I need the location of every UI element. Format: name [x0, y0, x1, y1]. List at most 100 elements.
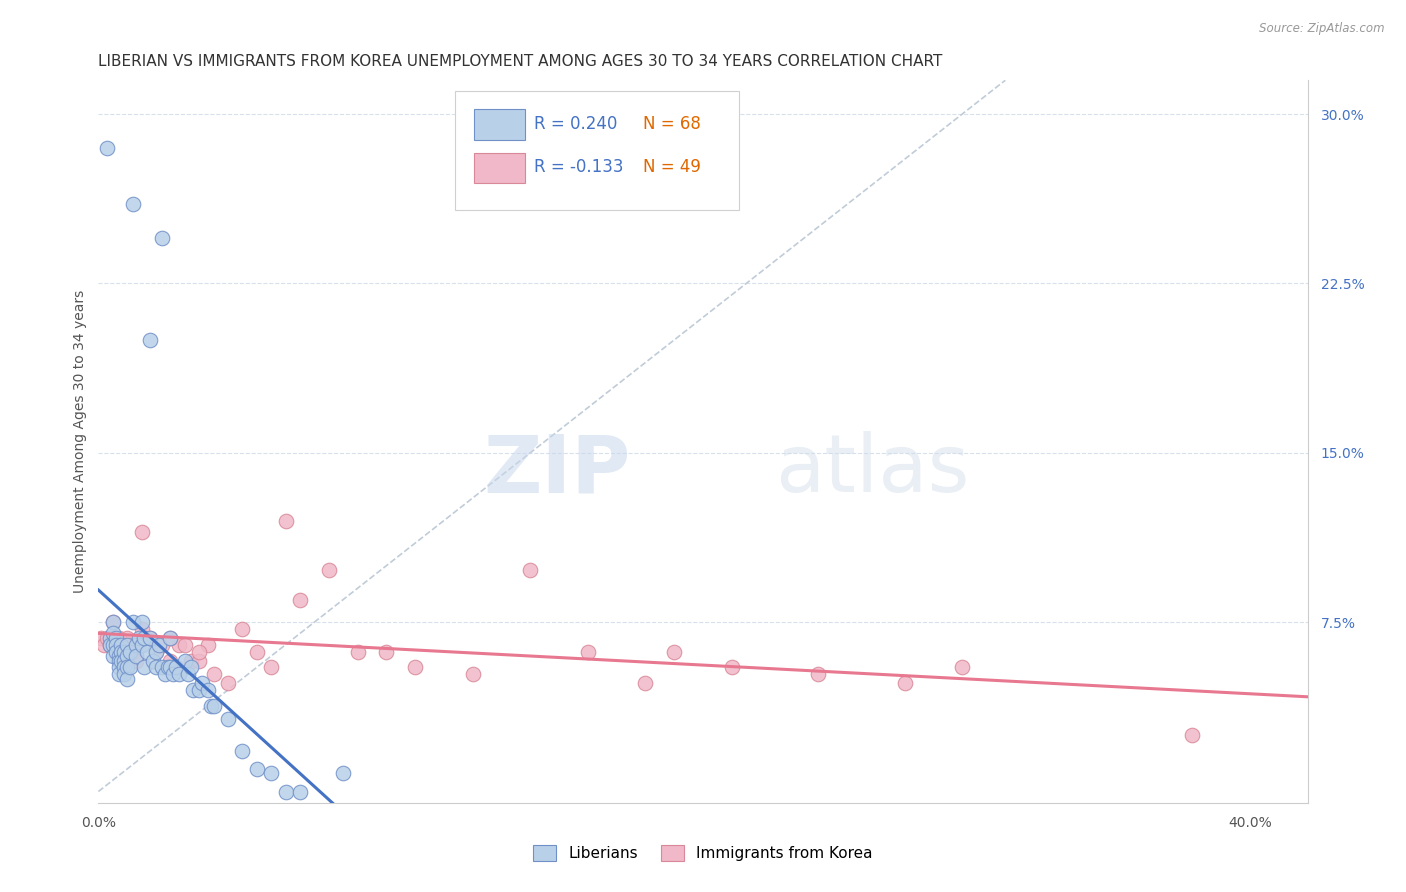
Point — [332, 766, 354, 780]
Text: R = 0.240: R = 0.240 — [534, 115, 617, 133]
Point — [93, 638, 115, 652]
Point — [950, 660, 973, 674]
Point — [101, 638, 124, 652]
Point — [134, 660, 156, 674]
Point — [231, 744, 253, 758]
Point — [246, 644, 269, 658]
Point — [346, 644, 368, 658]
Point — [159, 631, 181, 645]
Legend: Liberians, Immigrants from Korea: Liberians, Immigrants from Korea — [527, 839, 879, 867]
Point — [101, 615, 124, 630]
Point — [110, 644, 132, 658]
Point — [246, 762, 269, 776]
Point — [104, 638, 127, 652]
Point — [107, 648, 129, 663]
Point — [260, 660, 283, 674]
Point — [125, 648, 148, 663]
Point — [107, 667, 129, 681]
Point — [107, 660, 129, 674]
Point — [176, 667, 198, 681]
Point — [145, 644, 167, 658]
Y-axis label: Unemployment Among Ages 30 to 34 years: Unemployment Among Ages 30 to 34 years — [73, 290, 87, 593]
Point — [217, 712, 239, 726]
Text: ZIP: ZIP — [484, 432, 630, 509]
Point — [134, 631, 156, 645]
Point — [180, 660, 202, 674]
Point — [159, 660, 181, 674]
Point — [120, 638, 142, 652]
Point — [139, 631, 162, 645]
Point — [202, 698, 225, 713]
Point — [188, 682, 211, 697]
Text: atlas: atlas — [776, 432, 970, 509]
Point — [131, 615, 153, 630]
Point — [217, 676, 239, 690]
Point — [200, 698, 222, 713]
Point — [98, 631, 121, 645]
Point — [122, 197, 145, 211]
Point — [110, 644, 132, 658]
Point — [318, 563, 340, 577]
Point — [131, 524, 153, 539]
Point — [461, 667, 484, 681]
Point — [634, 676, 657, 690]
Point — [274, 514, 297, 528]
Point — [720, 660, 742, 674]
Point — [231, 622, 253, 636]
Point — [110, 638, 132, 652]
Point — [288, 784, 311, 798]
Point — [104, 644, 127, 658]
Text: Source: ZipAtlas.com: Source: ZipAtlas.com — [1260, 22, 1385, 36]
Point — [96, 631, 118, 645]
Point — [150, 638, 173, 652]
Point — [115, 631, 138, 645]
Text: N = 68: N = 68 — [643, 115, 700, 133]
Point — [145, 660, 167, 674]
Point — [148, 638, 170, 652]
Point — [167, 667, 190, 681]
Point — [136, 644, 159, 658]
Point — [664, 644, 686, 658]
Point — [153, 667, 176, 681]
Point — [173, 638, 195, 652]
Point — [134, 631, 156, 645]
Point — [110, 654, 132, 668]
Point — [260, 766, 283, 780]
Point — [101, 615, 124, 630]
Point — [115, 672, 138, 686]
Point — [139, 333, 162, 347]
Point — [202, 667, 225, 681]
Point — [188, 644, 211, 658]
Point — [104, 638, 127, 652]
FancyBboxPatch shape — [456, 91, 740, 211]
Point — [120, 660, 142, 674]
Point — [159, 654, 181, 668]
Text: R = -0.133: R = -0.133 — [534, 158, 623, 176]
Point — [1181, 728, 1204, 742]
Point — [112, 638, 135, 652]
Point — [98, 638, 121, 652]
Text: LIBERIAN VS IMMIGRANTS FROM KOREA UNEMPLOYMENT AMONG AGES 30 TO 34 YEARS CORRELA: LIBERIAN VS IMMIGRANTS FROM KOREA UNEMPL… — [98, 54, 943, 70]
FancyBboxPatch shape — [474, 153, 526, 183]
Point — [165, 660, 187, 674]
Point — [122, 615, 145, 630]
Point — [98, 638, 121, 652]
Point — [576, 644, 599, 658]
Point — [128, 631, 150, 645]
Point — [274, 784, 297, 798]
Point — [142, 654, 165, 668]
Point — [131, 622, 153, 636]
Point — [112, 667, 135, 681]
Point — [180, 654, 202, 668]
Point — [125, 638, 148, 652]
Point — [183, 682, 205, 697]
Point — [131, 638, 153, 652]
FancyBboxPatch shape — [474, 109, 526, 139]
Point — [173, 654, 195, 668]
Point — [156, 660, 179, 674]
Point — [288, 592, 311, 607]
Point — [112, 654, 135, 668]
Point — [150, 231, 173, 245]
Point — [807, 667, 830, 681]
Point — [96, 141, 118, 155]
